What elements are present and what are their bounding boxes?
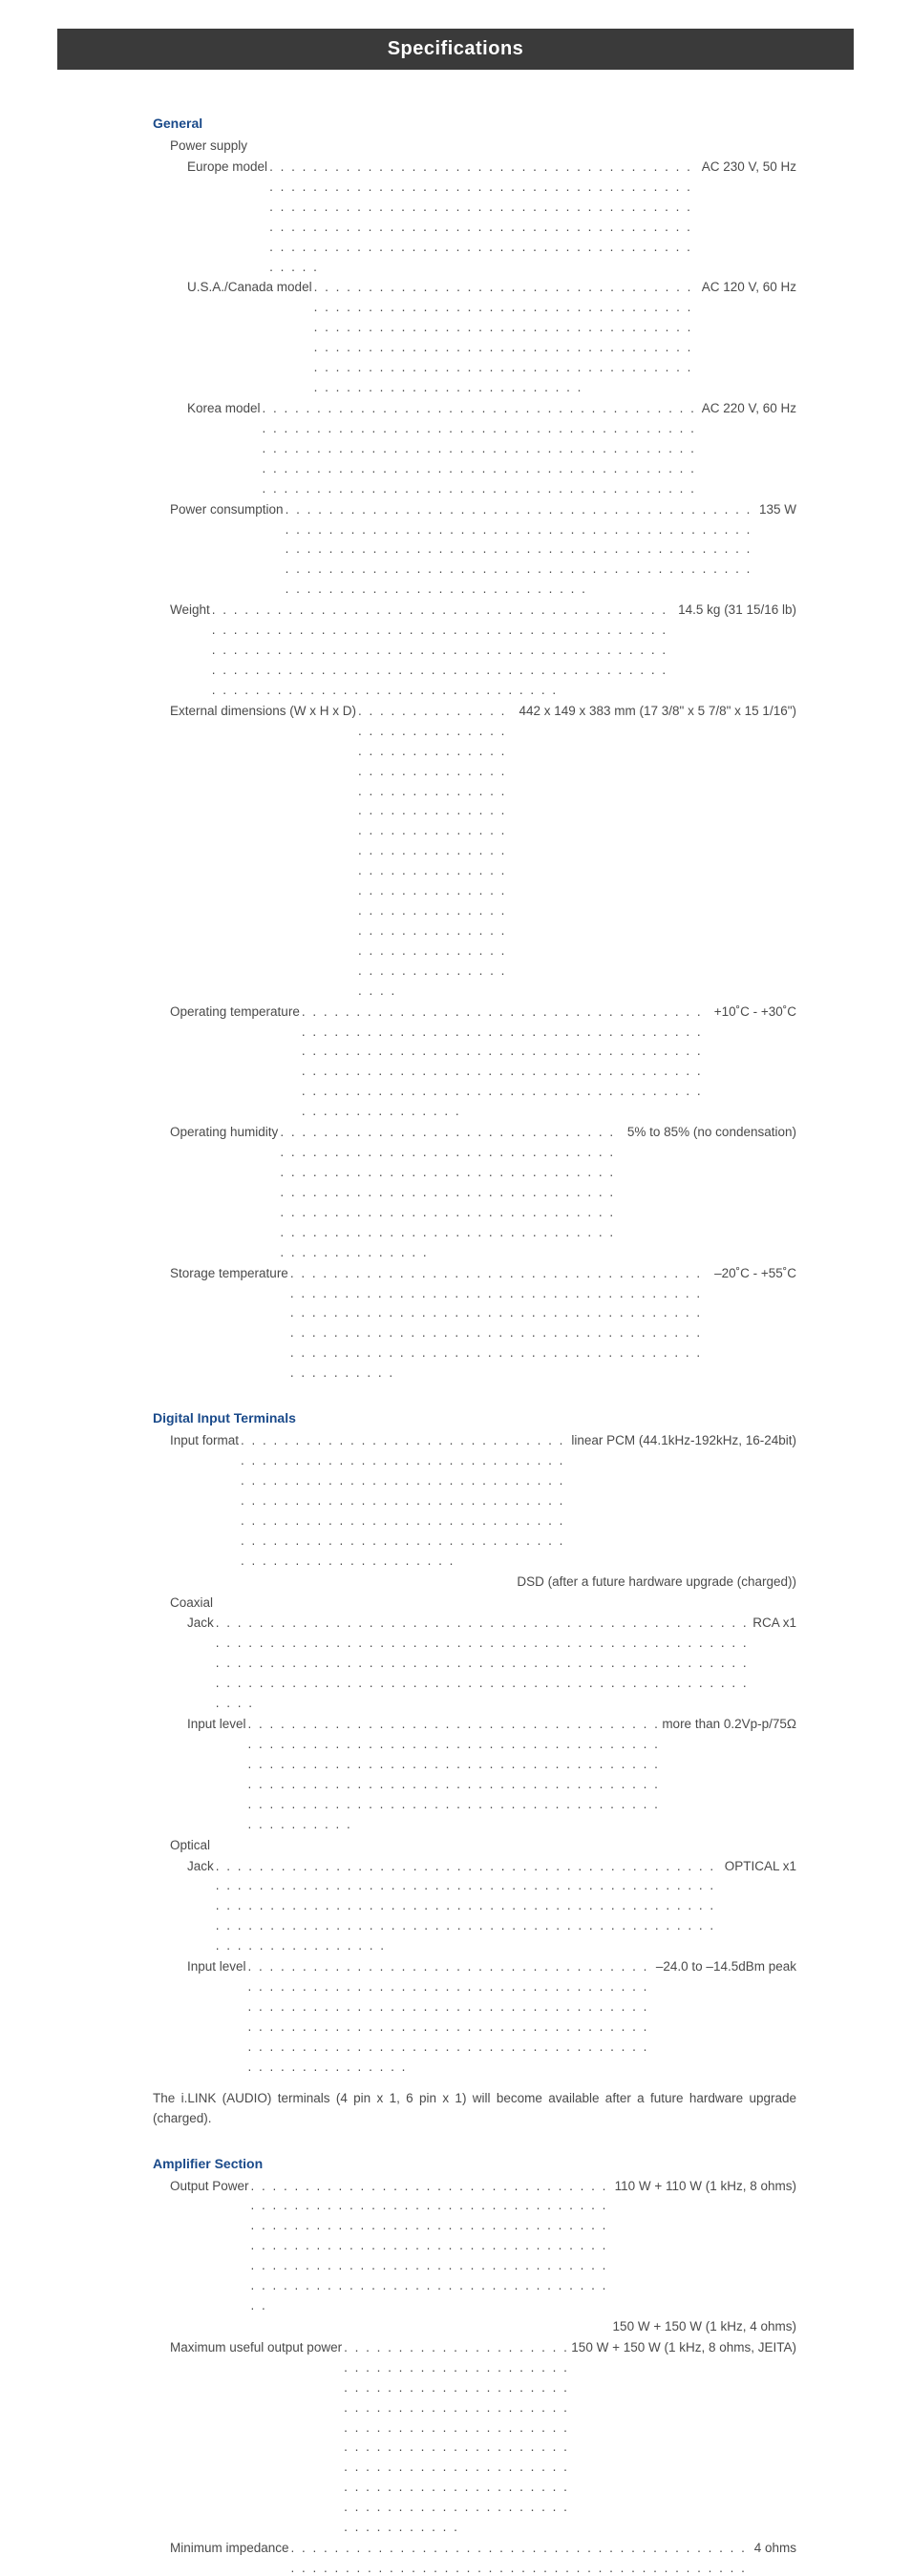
spec-leader-dots: . . . . . . . . . . . . . . . . . . . . … <box>288 1264 714 1384</box>
spec-row: Input format. . . . . . . . . . . . . . … <box>153 1431 796 1571</box>
spec-label: Optical <box>153 1836 210 1856</box>
spec-row: Jack. . . . . . . . . . . . . . . . . . … <box>153 1857 796 1957</box>
spec-value: –20˚C - +55˚C <box>714 1264 796 1284</box>
spec-note: 150 W + 150 W (1 kHz, 4 ohms) <box>153 2317 796 2337</box>
spec-leader-dots: . . . . . . . . . . . . . . . . . . . . … <box>300 1003 714 1123</box>
spec-label: Korea model <box>153 399 261 419</box>
spec-row: Storage temperature. . . . . . . . . . .… <box>153 1264 796 1384</box>
banner-title: Specifications <box>57 29 854 70</box>
spec-value: –24.0 to –14.5dBm peak <box>656 1957 796 1977</box>
section-digital: Input format. . . . . . . . . . . . . . … <box>153 1431 796 2078</box>
spec-leader-dots: . . . . . . . . . . . . . . . . . . . . … <box>239 1431 571 1571</box>
spec-row: Maximum useful output power. . . . . . .… <box>153 2338 796 2538</box>
content-column: General Power supplyEurope model. . . . … <box>153 116 796 2576</box>
spec-value: +10˚C - +30˚C <box>714 1003 796 1023</box>
spec-value: OPTICAL x1 <box>725 1857 796 1877</box>
spec-value: 150 W + 150 W (1 kHz, 8 ohms, JEITA) <box>571 2338 796 2358</box>
spec-row: Power supply <box>153 137 796 157</box>
spec-label: Maximum useful output power <box>153 2338 342 2358</box>
spec-label: Input level <box>153 1715 246 1735</box>
section-amp: Output Power. . . . . . . . . . . . . . … <box>153 2177 796 2576</box>
spec-value: linear PCM (44.1kHz-192kHz, 16-24bit) <box>571 1431 796 1451</box>
spec-leader-dots: . . . . . . . . . . . . . . . . . . . . … <box>312 278 702 398</box>
spec-value: 4 ohms <box>754 2539 796 2559</box>
spec-value: more than 0.2Vp-p/75Ω <box>662 1715 796 1735</box>
spec-leader-dots: . . . . . . . . . . . . . . . . . . . . … <box>246 1957 656 2078</box>
spec-leader-dots: . . . . . . . . . . . . . . . . . . . . … <box>261 399 702 499</box>
spec-row: Operating humidity. . . . . . . . . . . … <box>153 1123 796 1262</box>
spec-label: Power consumption <box>153 500 284 520</box>
spec-value: AC 120 V, 60 Hz <box>702 278 796 298</box>
spec-value: AC 220 V, 60 Hz <box>702 399 796 419</box>
spec-row: Minimum impedance. . . . . . . . . . . .… <box>153 2539 796 2576</box>
spec-row: External dimensions (W x H x D). . . . .… <box>153 702 796 1002</box>
spec-leader-dots: . . . . . . . . . . . . . . . . . . . . … <box>249 2177 615 2316</box>
spec-label: Input level <box>153 1957 246 1977</box>
spec-label: Output Power <box>153 2177 249 2197</box>
spec-row: Coaxial <box>153 1594 796 1614</box>
spec-leader-dots: . . . . . . . . . . . . . . . . . . . . … <box>342 2338 571 2538</box>
spec-label: Jack <box>153 1857 214 1877</box>
spec-leader-dots: . . . . . . . . . . . . . . . . . . . . … <box>214 1614 752 1714</box>
spec-leader-dots: . . . . . . . . . . . . . . . . . . . . … <box>214 1857 725 1957</box>
spec-leader-dots: . . . . . . . . . . . . . . . . . . . . … <box>356 702 519 1002</box>
spec-value: 442 x 149 x 383 mm (17 3/8" x 5 7/8" x 1… <box>519 702 796 722</box>
spec-row: Input level. . . . . . . . . . . . . . .… <box>153 1957 796 2078</box>
section-amp-title: Amplifier Section <box>153 2156 796 2171</box>
spec-label: Operating humidity <box>153 1123 278 1143</box>
spec-value: 14.5 kg (31 15/16 lb) <box>678 601 796 621</box>
spec-label: Coaxial <box>153 1594 213 1614</box>
spec-row: Operating temperature. . . . . . . . . .… <box>153 1003 796 1123</box>
spec-value: 135 W <box>759 500 796 520</box>
spec-label: Minimum impedance <box>153 2539 289 2559</box>
spec-leader-dots: . . . . . . . . . . . . . . . . . . . . … <box>289 2539 754 2576</box>
spec-leader-dots: . . . . . . . . . . . . . . . . . . . . … <box>246 1715 663 1835</box>
spec-row: Europe model. . . . . . . . . . . . . . … <box>153 158 796 278</box>
spec-value: RCA x1 <box>752 1614 796 1634</box>
spec-row: Input level. . . . . . . . . . . . . . .… <box>153 1715 796 1835</box>
spec-label: Operating temperature <box>153 1003 300 1023</box>
page: Specifications General Power supplyEurop… <box>0 0 911 2576</box>
spec-leader-dots: . . . . . . . . . . . . . . . . . . . . … <box>210 601 678 701</box>
spec-row: U.S.A./Canada model. . . . . . . . . . .… <box>153 278 796 398</box>
spec-row: Power consumption. . . . . . . . . . . .… <box>153 500 796 601</box>
spec-leader-dots: . . . . . . . . . . . . . . . . . . . . … <box>284 500 759 601</box>
spec-label: Storage temperature <box>153 1264 288 1284</box>
spec-row: Jack. . . . . . . . . . . . . . . . . . … <box>153 1614 796 1714</box>
section-general-title: General <box>153 116 796 131</box>
spec-label: Power supply <box>153 137 247 157</box>
spec-leader-dots: . . . . . . . . . . . . . . . . . . . . … <box>267 158 702 278</box>
spec-row: Optical <box>153 1836 796 1856</box>
spec-label: Weight <box>153 601 210 621</box>
spec-row: Korea model. . . . . . . . . . . . . . .… <box>153 399 796 499</box>
spec-leader-dots: . . . . . . . . . . . . . . . . . . . . … <box>278 1123 627 1262</box>
spec-label: External dimensions (W x H x D) <box>153 702 356 722</box>
spec-label: U.S.A./Canada model <box>153 278 312 298</box>
spec-value: 5% to 85% (no condensation) <box>627 1123 796 1143</box>
spec-value: AC 230 V, 50 Hz <box>702 158 796 178</box>
spec-label: Jack <box>153 1614 214 1634</box>
spec-note: DSD (after a future hardware upgrade (ch… <box>153 1573 796 1593</box>
digital-body-text: The i.LINK (AUDIO) terminals (4 pin x 1,… <box>153 2089 796 2129</box>
spec-row: Weight. . . . . . . . . . . . . . . . . … <box>153 601 796 701</box>
spec-label: Europe model <box>153 158 267 178</box>
spec-row: Output Power. . . . . . . . . . . . . . … <box>153 2177 796 2316</box>
spec-value: 110 W + 110 W (1 kHz, 8 ohms) <box>615 2177 796 2197</box>
section-general: Power supplyEurope model. . . . . . . . … <box>153 137 796 1383</box>
spec-label: Input format <box>153 1431 239 1451</box>
section-digital-title: Digital Input Terminals <box>153 1410 796 1425</box>
